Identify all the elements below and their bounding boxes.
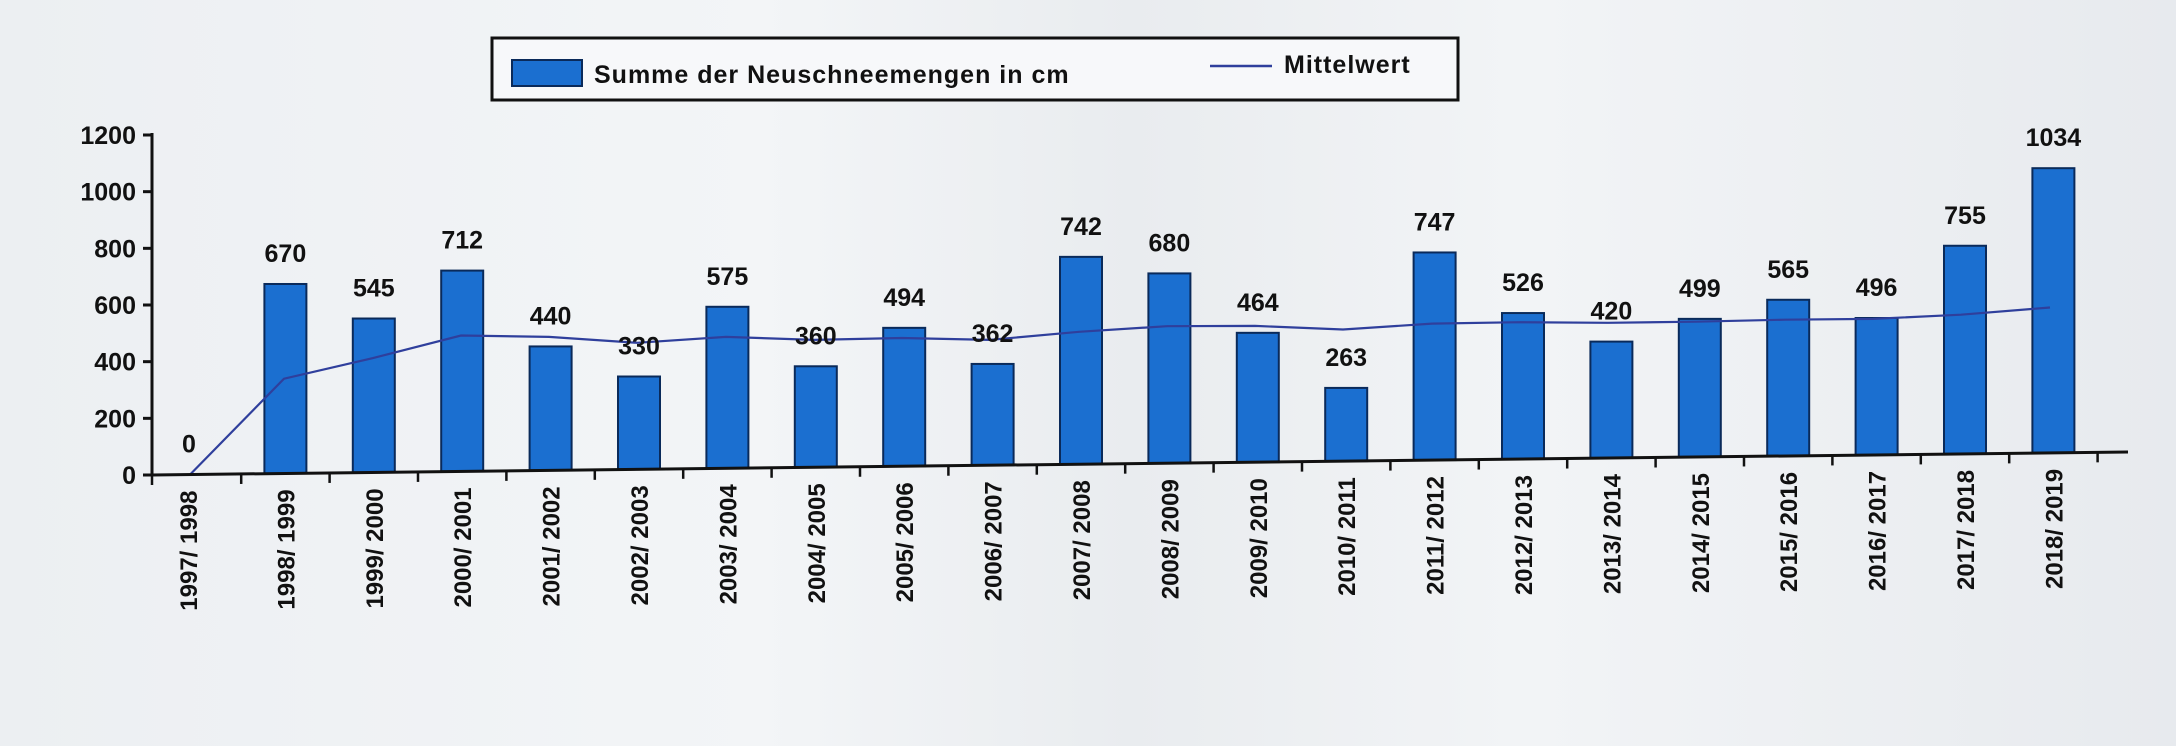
x-tick-label: 2011/ 2012 [1423,476,1450,595]
mean-line [189,306,2051,476]
data-label: 747 [1414,208,1456,236]
x-tick-label: 2015/ 2016 [1776,472,1803,592]
bar [1059,255,1103,466]
bar [440,269,485,473]
bar [2031,167,2076,454]
data-label: 0 [182,431,196,459]
y-tick-label: 0 [122,462,136,490]
legend-line-label: Mittelwert [1284,51,1411,79]
x-tick-label: 2008/ 2009 [1157,479,1184,599]
y-tick-label: 400 [94,349,136,377]
data-label: 263 [1325,344,1367,372]
x-tick-label: 2017/ 2018 [1953,470,1980,590]
data-label: 742 [1060,213,1102,241]
legend-bar-label: Summe der Neuschneemengen in cm [594,61,1070,89]
bar [351,317,396,474]
bar [882,326,927,468]
data-labels: 0 670 545 712 440 330 575 360 494 362 742 680 464 263… [182,124,2081,458]
bar [1147,272,1192,465]
bar [1677,317,1722,458]
data-label: 565 [1767,256,1809,284]
data-label: 1034 [2026,124,2082,152]
bar [528,345,573,472]
bar [1235,331,1280,464]
x-axis: 1997/ 1998 1998/ 1999 1999/ 2000 2000/ 2001… [150,450,2129,611]
data-label: 755 [1944,202,1986,230]
bar [1324,386,1369,463]
y-tick-label: 600 [94,292,136,320]
data-label: 499 [1679,275,1721,303]
bar [1501,312,1545,461]
data-label: 545 [353,275,395,303]
bar [705,305,750,470]
data-label: 440 [530,302,572,330]
bar [1854,317,1899,456]
bars [263,167,2076,475]
x-tick-label: 2002/ 2003 [627,485,654,605]
bar [793,365,838,469]
data-label: 670 [265,240,307,268]
x-tick-label: 2001/ 2002 [539,486,566,606]
data-label: 420 [1591,298,1633,326]
bar [970,362,1015,467]
data-label: 362 [972,320,1014,348]
x-tick-label: 1998/ 1999 [273,489,300,609]
y-axis: 0 200 400 600 800 1000 1200 [80,122,154,490]
x-tick-label: 2000/ 2001 [450,487,477,607]
legend-bar-swatch [511,59,583,87]
data-label: 496 [1856,274,1898,302]
x-tick-label: 2018/ 2019 [2041,469,2068,589]
x-tick-label: 2014/ 2015 [1688,473,1715,593]
bar [1589,340,1634,460]
bar [1943,244,1987,455]
x-tick-label: 1999/ 2000 [362,488,389,608]
bar [617,375,661,471]
x-tick-label: 2004/ 2005 [804,483,831,603]
data-label: 575 [707,263,749,291]
bar [1766,298,1811,457]
data-label: 712 [441,227,483,255]
data-label: 330 [618,333,660,361]
y-tick-label: 200 [94,405,136,433]
x-tick-label: 2013/ 2014 [1599,473,1626,594]
x-tick-label: 2016/ 2017 [1865,471,1892,591]
x-tick-label: 1997/ 1998 [176,491,203,611]
legend-box [490,36,1460,102]
x-tick-label: 2009/ 2010 [1246,478,1273,598]
y-tick-label: 1000 [80,179,136,207]
data-label: 360 [795,322,837,350]
mean-line-group [189,306,2051,476]
data-label: 526 [1502,269,1544,297]
data-label: 494 [883,284,925,312]
y-tick-label: 800 [94,235,136,263]
x-tick-label: 2006/ 2007 [981,481,1008,601]
data-label: 680 [1149,229,1191,257]
x-tick-label: 2003/ 2004 [715,484,742,605]
y-tick-label: 1200 [80,122,136,150]
legend: Summe der Neuschneemengen in cm Mittelwe… [490,36,1460,102]
x-tick-label: 2007/ 2008 [1069,480,1096,600]
x-tick-label: 2005/ 2006 [892,482,919,602]
x-axis-line [151,450,2129,477]
bar [1412,251,1457,462]
x-tick-label: 2012/ 2013 [1511,475,1538,595]
data-label: 464 [1237,289,1279,317]
x-tick-label: 2010/ 2011 [1334,477,1361,596]
